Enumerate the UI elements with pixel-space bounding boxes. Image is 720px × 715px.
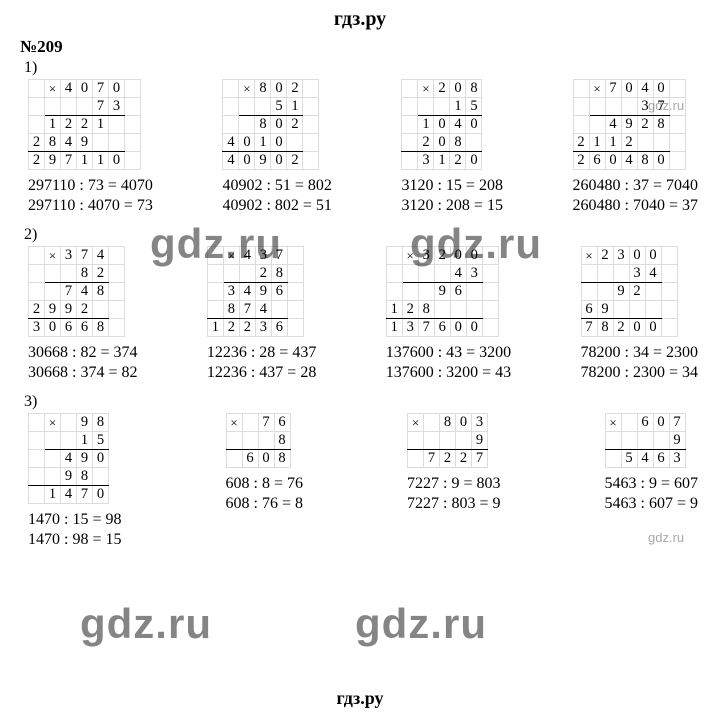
equations: 40902 : 51 = 802 40902 : 802 = 51 [222, 176, 331, 216]
equations: 30668 : 82 = 374 30668 : 374 = 82 [28, 343, 137, 383]
part-label: 2) [0, 226, 720, 244]
eq-line: 7227 : 9 = 803 [407, 474, 500, 494]
problem: ×70403749282112260480 260480 : 37 = 7040… [573, 79, 698, 216]
equations: 78200 : 34 = 2300 78200 : 2300 = 34 [581, 343, 698, 383]
problem: ×2081510402083120 3120 : 15 = 208 3120 :… [401, 79, 502, 216]
eq-line: 5463 : 9 = 607 [605, 474, 698, 494]
equations: 3120 : 15 = 208 3120 : 208 = 15 [401, 176, 502, 216]
equations: 137600 : 43 = 3200 137600 : 3200 = 43 [386, 343, 511, 383]
exercise-number: №209 [0, 35, 720, 57]
eq-line: 40902 : 802 = 51 [222, 196, 331, 216]
eq-line: 12236 : 437 = 28 [207, 363, 316, 383]
section-1: ×40707312212849297110 297110 : 73 = 4070… [0, 79, 720, 216]
mult-grid: ×768608 [226, 413, 291, 468]
problem: ×37482748299230668 30668 : 82 = 374 3066… [28, 246, 137, 383]
equations: 12236 : 28 = 437 12236 : 437 = 28 [207, 343, 316, 383]
mult-grid: ×80251802401040902 [222, 79, 319, 170]
eq-line: 297110 : 73 = 4070 [28, 176, 153, 196]
problem: ×9815490981470 1470 : 15 = 98 1470 : 98 … [28, 413, 121, 550]
mult-grid: ×32004396128137600 [386, 246, 499, 337]
watermark: gdz.ru [355, 600, 487, 648]
mult-grid: ×230034926978200 [581, 246, 678, 337]
mult-grid: ×80397227 [407, 413, 488, 468]
eq-line: 137600 : 43 = 3200 [386, 343, 511, 363]
eq-line: 30668 : 374 = 82 [28, 363, 137, 383]
eq-line: 608 : 76 = 8 [226, 494, 303, 514]
eq-line: 297110 : 4070 = 73 [28, 196, 153, 216]
eq-line: 30668 : 82 = 374 [28, 343, 137, 363]
eq-line: 137600 : 3200 = 43 [386, 363, 511, 383]
mult-grid: ×9815490981470 [28, 413, 109, 504]
problem: ×80397227 7227 : 9 = 803 7227 : 803 = 9 [407, 413, 500, 550]
eq-line: 260480 : 37 = 7040 [573, 176, 698, 196]
equations: 1470 : 15 = 98 1470 : 98 = 15 [28, 510, 121, 550]
eq-line: 5463 : 607 = 9 [605, 494, 698, 514]
problem: ×60795463 5463 : 9 = 607 5463 : 607 = 9 [605, 413, 698, 550]
eq-line: 608 : 8 = 76 [226, 474, 303, 494]
part-label: 3) [0, 393, 720, 411]
mult-grid: ×2081510402083120 [401, 79, 482, 170]
problem: ×80251802401040902 40902 : 51 = 802 4090… [222, 79, 331, 216]
watermark: gdz.ru [80, 600, 212, 648]
equations: 7227 : 9 = 803 7227 : 803 = 9 [407, 474, 500, 514]
mult-grid: ×43728349687412236 [207, 246, 304, 337]
mult-grid: ×60795463 [605, 413, 686, 468]
mult-grid: ×37482748299230668 [28, 246, 125, 337]
page-footer: гдз.ру [0, 688, 720, 709]
page-header: гдз.ру [0, 0, 720, 35]
part-label: 1) [0, 59, 720, 77]
eq-line: 40902 : 51 = 802 [222, 176, 331, 196]
mult-grid: ×70403749282112260480 [573, 79, 686, 170]
problem: ×43728349687412236 12236 : 28 = 437 1223… [207, 246, 316, 383]
problem: ×230034926978200 78200 : 34 = 2300 78200… [581, 246, 698, 383]
equations: 5463 : 9 = 607 5463 : 607 = 9 [605, 474, 698, 514]
problem: ×40707312212849297110 297110 : 73 = 4070… [28, 79, 153, 216]
eq-line: 1470 : 98 = 15 [28, 530, 121, 550]
equations: 297110 : 73 = 4070 297110 : 4070 = 73 [28, 176, 153, 216]
mult-grid: ×40707312212849297110 [28, 79, 141, 170]
section-2: ×37482748299230668 30668 : 82 = 374 3066… [0, 246, 720, 383]
eq-line: 78200 : 2300 = 34 [581, 363, 698, 383]
section-3: ×9815490981470 1470 : 15 = 98 1470 : 98 … [0, 413, 720, 550]
equations: 608 : 8 = 76 608 : 76 = 8 [226, 474, 303, 514]
eq-line: 78200 : 34 = 2300 [581, 343, 698, 363]
eq-line: 7227 : 803 = 9 [407, 494, 500, 514]
eq-line: 3120 : 15 = 208 [401, 176, 502, 196]
equations: 260480 : 37 = 7040 260480 : 7040 = 37 [573, 176, 698, 216]
eq-line: 260480 : 7040 = 37 [573, 196, 698, 216]
problem: ×768608 608 : 8 = 76 608 : 76 = 8 [226, 413, 303, 550]
problem: ×32004396128137600 137600 : 43 = 3200 13… [386, 246, 511, 383]
eq-line: 12236 : 28 = 437 [207, 343, 316, 363]
eq-line: 1470 : 15 = 98 [28, 510, 121, 530]
eq-line: 3120 : 208 = 15 [401, 196, 502, 216]
